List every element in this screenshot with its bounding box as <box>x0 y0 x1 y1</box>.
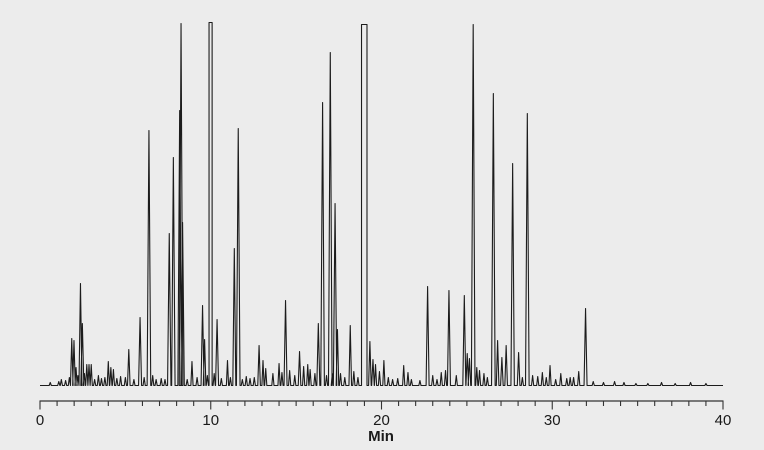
x-axis-tick-label: 10 <box>202 412 219 429</box>
x-axis-tick-label: 0 <box>36 412 44 429</box>
x-axis-tick-label: 30 <box>544 412 561 429</box>
chromatogram-trace <box>40 21 723 387</box>
x-axis-tick-labels: 0 10 20 30 40 <box>36 412 732 429</box>
x-axis-tick-label: 40 <box>715 412 732 429</box>
x-axis-tick-label: 20 <box>373 412 390 429</box>
x-axis-title: Min <box>368 428 394 445</box>
x-axis <box>39 400 724 410</box>
